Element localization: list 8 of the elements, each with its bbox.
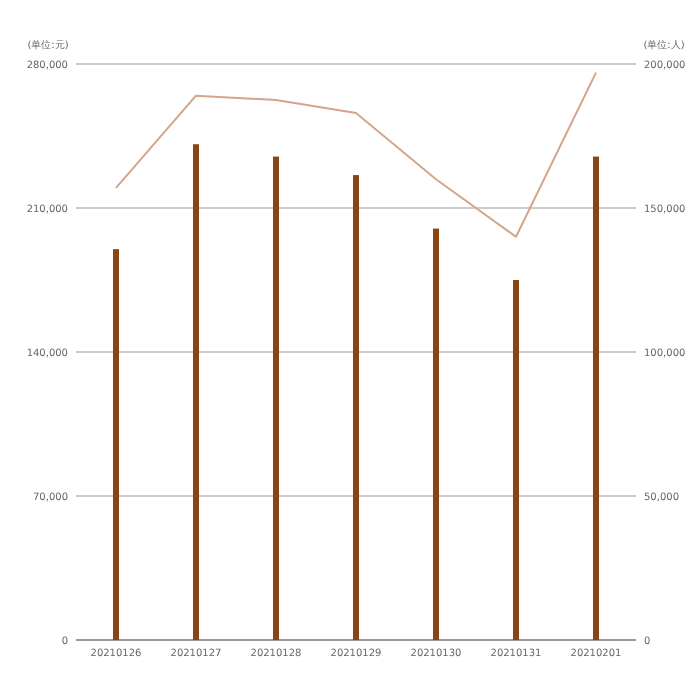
bar [193, 144, 199, 640]
bar [113, 249, 119, 640]
bar [433, 228, 439, 640]
bar [513, 280, 519, 640]
bar [353, 175, 359, 640]
bar [593, 156, 599, 640]
bar [273, 156, 279, 640]
line-series [115, 71, 597, 238]
